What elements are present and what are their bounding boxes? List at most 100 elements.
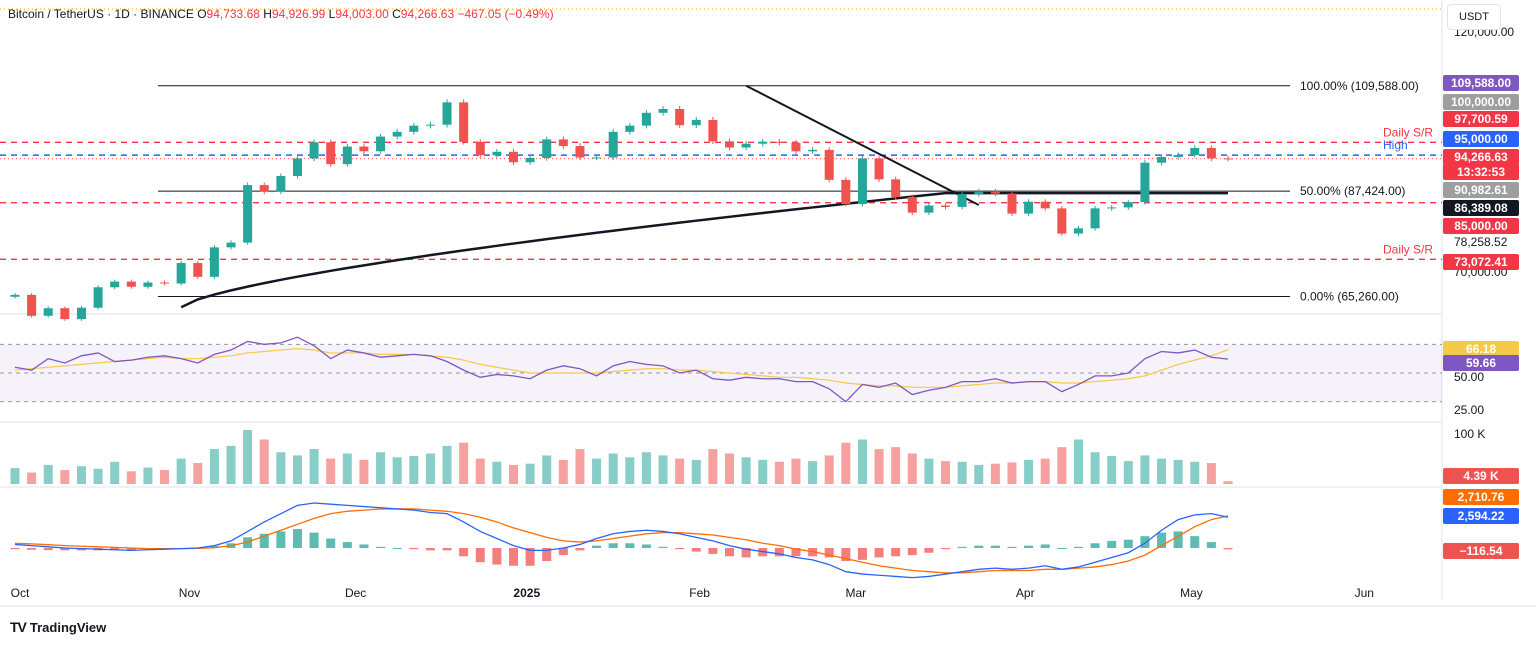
volume-bar (292, 455, 302, 484)
volume-bar (1007, 462, 1017, 484)
candle-body (1206, 147, 1216, 159)
macd-histogram-bar (459, 548, 469, 557)
candle-body (342, 146, 352, 165)
macd-histogram-bar (1206, 542, 1216, 548)
macd-histogram-bar (974, 545, 984, 548)
candle-body (1123, 202, 1133, 208)
candle-body (1040, 201, 1050, 209)
macd-signal-line (14, 508, 1229, 574)
time-axis-label: Apr (1016, 586, 1035, 600)
candle-body (758, 141, 768, 144)
candle-body (824, 149, 834, 180)
candle-body (641, 112, 651, 126)
volume-bar (243, 430, 253, 484)
volume-bar (342, 453, 352, 484)
volume-bar (492, 461, 502, 484)
time-axis-label: Jun (1355, 586, 1374, 600)
candle-body (243, 185, 253, 243)
macd-histogram-bar (1024, 545, 1034, 548)
candle-body (525, 157, 535, 163)
volume-bar (625, 457, 635, 484)
macd-histogram-bar (60, 548, 70, 551)
volume-bar (392, 457, 402, 484)
descending-trendline (745, 84, 980, 206)
macd-tag-bg (1443, 508, 1519, 524)
macd-histogram-bar (641, 544, 651, 548)
macd-histogram-bar (575, 548, 585, 551)
candle-body (110, 281, 120, 288)
volume-bar (1073, 439, 1083, 484)
volume-tag-bg (1443, 468, 1519, 484)
macd-histogram-bar (558, 548, 568, 556)
volume-bar (409, 456, 419, 484)
volume-bar (708, 449, 718, 484)
volume-bar (259, 439, 269, 484)
volume-bar (143, 467, 153, 484)
macd-histogram-bar (1140, 536, 1150, 548)
volume-bar (891, 447, 901, 484)
price-tag-bg (1443, 200, 1519, 216)
candle-body (226, 242, 236, 248)
volume-bar (459, 442, 469, 484)
candle-body (76, 307, 86, 320)
symbol-name[interactable]: Bitcoin / TetherUS · 1D · BINANCE (8, 7, 194, 21)
macd-histogram-bar (209, 545, 219, 548)
time-axis-label: Dec (345, 586, 366, 600)
price-tag-bg (1443, 164, 1519, 180)
rsi-line (14, 336, 1229, 403)
macd-histogram-bar (724, 548, 735, 557)
macd-histogram-bar (425, 548, 435, 551)
candle-body (176, 263, 186, 284)
macd-histogram-bar (592, 545, 602, 548)
time-axis-label: Feb (689, 586, 710, 600)
tradingview-label: TradingView (29, 619, 107, 635)
volume-bar (575, 449, 585, 484)
price-tag: 109,588.00 (1451, 76, 1511, 90)
candle-body (575, 146, 585, 158)
volume-bar (1140, 455, 1150, 484)
volume-bar (276, 452, 286, 484)
candle-body (93, 287, 103, 308)
candle-body (741, 143, 751, 148)
volume-bar (209, 449, 219, 484)
candle-body (259, 185, 269, 192)
fib-level-label: 100.00% (109,588.00) (1300, 79, 1419, 93)
volume-bar (924, 458, 934, 484)
candle-body (160, 282, 170, 284)
volume-bar (1090, 452, 1100, 484)
time-axis-label: May (1180, 586, 1203, 600)
macd-histogram-bar (492, 548, 502, 565)
volume-bar (608, 453, 618, 484)
rsi-tag-bg (1443, 355, 1519, 371)
macd-histogram-bar (442, 548, 452, 551)
candle-body (658, 109, 668, 113)
macd-histogram-bar (359, 544, 369, 548)
symbol-header: Bitcoin / TetherUS · 1D · BINANCE O94,73… (8, 7, 554, 21)
volume-bar (641, 452, 651, 484)
currency-button[interactable]: USDT (1447, 4, 1501, 30)
price-tag-bg (1443, 94, 1519, 110)
candle-body (1107, 207, 1117, 209)
volume-bar (841, 442, 851, 484)
volume-bar (990, 463, 1000, 484)
volume-bar (1206, 463, 1216, 484)
candle-body (60, 308, 70, 320)
tradingview-logo[interactable]: TV TradingView (10, 619, 106, 635)
candle-body (209, 247, 219, 277)
candle-body (292, 158, 302, 177)
volume-bar (442, 445, 452, 484)
tradingview-icon: TV (10, 619, 27, 635)
candle-body (957, 194, 967, 207)
volume-axis-label: 100 K (1454, 427, 1485, 441)
candle-body (326, 142, 336, 165)
volume-bar (724, 453, 735, 484)
price-tag-bg (1443, 131, 1519, 147)
volume-bar (359, 459, 369, 484)
price-tag: 86,389.08 (1454, 201, 1508, 215)
volume-bar (808, 461, 818, 484)
candle-body (1007, 193, 1017, 214)
volume-bar (193, 463, 203, 484)
macd-histogram-bar (1040, 544, 1050, 548)
macd-histogram-bar (1007, 546, 1017, 548)
